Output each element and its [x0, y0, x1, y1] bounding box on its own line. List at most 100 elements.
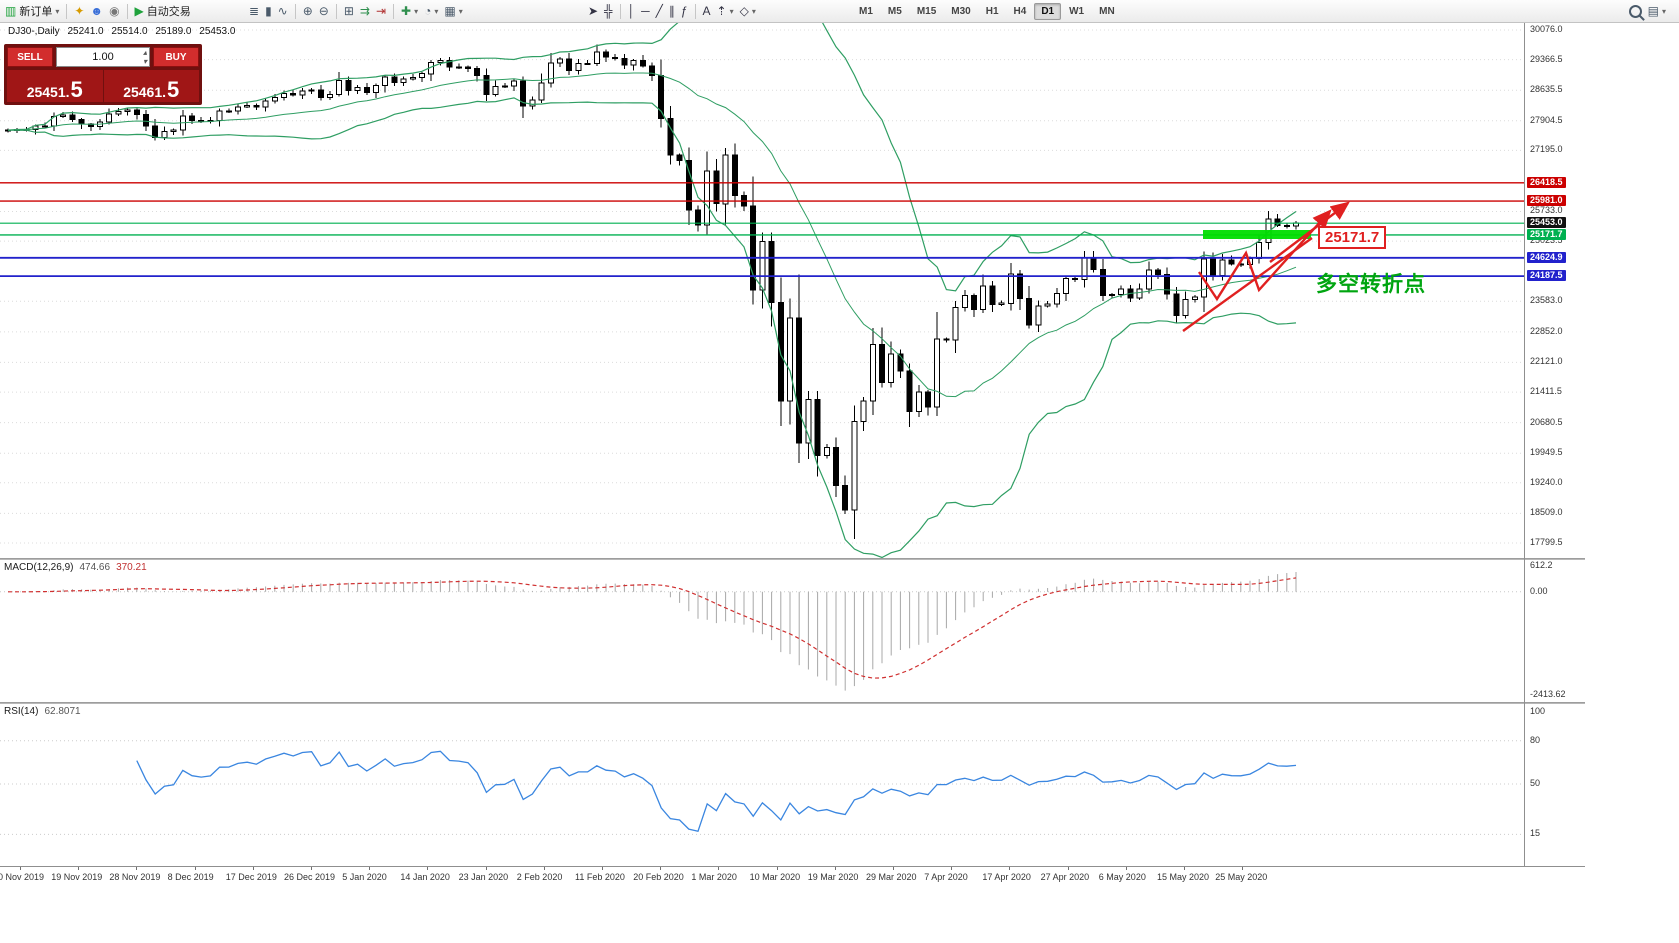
new-order-button[interactable]: ▥ 新订单 ▾: [2, 1, 62, 21]
axis-tick-label: 25733.0: [1530, 205, 1563, 216]
auto-trading-button[interactable]: ▶ 自动交易: [132, 1, 194, 21]
timeframe-m30[interactable]: M30: [951, 5, 971, 17]
vertical-line-icon: │: [627, 4, 636, 18]
axis-tick: [194, 867, 196, 870]
axis-tick: [834, 867, 836, 870]
volume-spinner[interactable]: ▴ ▾: [143, 48, 147, 66]
date-label: 20 Feb 2020: [633, 872, 684, 882]
axis-tick: [136, 867, 138, 870]
axis-tick: [311, 867, 312, 870]
buy-price[interactable]: 25461. 5: [102, 70, 200, 102]
pane-separator[interactable]: [0, 702, 1585, 704]
macd-label: MACD(12,26,9) 474.66 370.21: [4, 562, 147, 573]
vertical-line-button[interactable]: │: [625, 1, 639, 21]
axis-tick: [1125, 867, 1127, 870]
zoom-in-button[interactable]: ⊕: [300, 1, 316, 21]
new-order-label: 新订单: [19, 6, 53, 18]
toolbar-group-right: ▤ ▾: [1626, 1, 1669, 21]
sell-price[interactable]: 25451. 5: [7, 70, 103, 102]
pane-separator[interactable]: [0, 558, 1585, 560]
dropdown-arrow-icon: ▾: [414, 6, 419, 16]
text-icon: A: [702, 4, 711, 18]
sell-button[interactable]: SELL: [7, 47, 53, 67]
indicators-button[interactable]: ✚ ▾: [398, 1, 421, 21]
volume-field[interactable]: 1.00 ▴ ▾: [56, 47, 150, 67]
spinner-up-icon[interactable]: ▴: [142, 48, 147, 57]
profiles-button[interactable]: ✦: [71, 1, 87, 21]
periods-button[interactable]: ◔ ▾: [421, 1, 441, 21]
buy-price-main: 25461.: [123, 84, 167, 100]
crosshair-icon: ╬: [604, 4, 613, 18]
high-value: 25514.0: [111, 26, 148, 37]
search-button[interactable]: [1626, 1, 1645, 21]
shapes-button[interactable]: ◇ ▾: [737, 1, 759, 21]
bar-chart-icon: ≣: [249, 4, 260, 18]
date-label: 15 May 2020: [1157, 872, 1210, 882]
trendline-icon: ╱: [655, 4, 663, 18]
date-label: 8 Dec 2019: [167, 872, 214, 882]
toolbar: ▥ 新订单 ▾ ✦ ☻ ◉ ▶ 自动交易 ≣ ▮ ∿ ⊕ ⊖ ⊞ ⇉ ⇥ ✚ ▾ ◔ ▾ ▦ ▾ ➤ ╬ │ ─ ╱ ∥ ƒ A ⇡ ▾ ◇…: [0, 0, 1679, 23]
tile-windows-button[interactable]: ⊞: [341, 1, 357, 21]
timeframe-m15[interactable]: M15: [916, 5, 937, 17]
axis-tick: [776, 867, 778, 870]
price-axis[interactable]: 30076.0 29366.5 28635.5 27904.5 27195.0 25733…: [1524, 22, 1587, 866]
axis-tick: [602, 867, 603, 870]
market-watch-button[interactable]: ◉: [106, 1, 122, 21]
spinner-down-icon[interactable]: ▾: [142, 57, 147, 66]
crosshair-button[interactable]: ╬: [601, 1, 616, 21]
line-chart-button[interactable]: ∿: [275, 1, 291, 21]
candlestick-chart-button[interactable]: ▮: [262, 1, 275, 21]
arrows-button[interactable]: ⇡ ▾: [714, 1, 737, 21]
trendline-button[interactable]: ╱: [653, 1, 666, 21]
bar-chart-button[interactable]: ≣: [246, 1, 262, 21]
toolbar-separator: [619, 3, 621, 19]
buy-button[interactable]: BUY: [153, 47, 199, 67]
time-axis[interactable]: 10 Nov 2019 19 Nov 2019 28 Nov 2019 8 Dec 2…: [0, 866, 1585, 887]
toolbar-separator: [294, 3, 296, 19]
toolbar-separator: [126, 3, 128, 19]
axis-tick-label: 30076.0: [1530, 24, 1563, 34]
macd-signal-value: 370.21: [116, 562, 147, 573]
date-label: 7 Apr 2020: [924, 872, 968, 882]
auto-scroll-button[interactable]: ⇉: [357, 1, 373, 21]
axis-tick-label: 19949.5: [1530, 447, 1563, 458]
templates-button[interactable]: ▦ ▾: [441, 1, 465, 21]
text-button[interactable]: A: [700, 1, 714, 21]
close-value: 25453.0: [199, 26, 236, 37]
accounts-button[interactable]: ☻: [87, 1, 106, 21]
bollinger-bands: [7, 22, 1297, 558]
date-label: 19 Nov 2019: [51, 872, 103, 882]
timeframe-h4[interactable]: H4: [1013, 5, 1027, 17]
one-click-trading-widget: SELL 1.00 ▴ ▾ BUY 25451. 5 25461. 5: [4, 44, 202, 105]
fibonacci-button[interactable]: ƒ: [678, 1, 691, 21]
zoom-out-button[interactable]: ⊖: [316, 1, 332, 21]
trend-arrows[interactable]: [1182, 201, 1350, 332]
timeframe-mn[interactable]: MN: [1099, 5, 1115, 17]
timeframe-m5[interactable]: M5: [887, 5, 902, 17]
timeframe-d1[interactable]: D1: [1034, 2, 1062, 20]
window-layout-button[interactable]: ▤ ▾: [1645, 1, 1669, 21]
channel-button[interactable]: ∥: [666, 1, 678, 21]
cursor-button[interactable]: ➤: [585, 1, 601, 21]
support-zone-rect[interactable]: [1203, 230, 1311, 239]
chart-shift-button[interactable]: ⇥: [373, 1, 389, 21]
rsi-label: RSI(14) 62.8071: [4, 706, 81, 717]
dropdown-arrow-icon: ▾: [751, 6, 756, 16]
support-level-label[interactable]: 25171.7: [1318, 226, 1387, 249]
turning-point-note[interactable]: 多空转折点: [1316, 273, 1426, 296]
axis-tick-label: 21411.5: [1530, 386, 1562, 397]
axis-tick-label: 612.2: [1530, 559, 1553, 570]
market-watch-icon: ◉: [109, 4, 120, 18]
timeframe-m1[interactable]: M1: [859, 5, 873, 17]
main-chart-pane[interactable]: DJ30-,Daily 25241.0 25514.0 25189.0 2545…: [0, 22, 1524, 558]
horizontal-line-button[interactable]: ─: [638, 1, 653, 21]
macd-pane: MACD(12,26,9) 474.66 370.21: [0, 560, 1524, 702]
axis-tick-label: 20680.5: [1530, 416, 1563, 427]
window-layout-icon: ▤: [1647, 4, 1659, 18]
macd-histogram: [35, 572, 1297, 691]
axis-tick-label: 17799.5: [1530, 537, 1563, 547]
date-label: 29 Mar 2020: [866, 872, 917, 882]
timeframe-w1[interactable]: W1: [1069, 5, 1085, 17]
timeframe-h1[interactable]: H1: [985, 5, 999, 17]
price-tag: 25981.0: [1527, 195, 1566, 207]
